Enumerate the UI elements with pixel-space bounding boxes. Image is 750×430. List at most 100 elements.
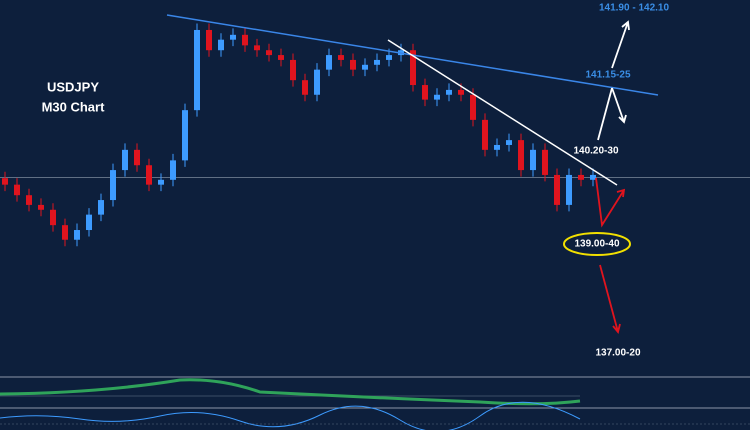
candle-body bbox=[374, 59, 380, 65]
annotation: 140.20-30 bbox=[573, 146, 618, 157]
candle-body bbox=[194, 29, 200, 111]
candle-body bbox=[158, 179, 164, 185]
candle bbox=[278, 48, 284, 67]
candle-body bbox=[410, 50, 416, 86]
candle bbox=[14, 178, 20, 202]
candle bbox=[206, 23, 212, 57]
annotation: 141.90 - 142.10 bbox=[599, 3, 669, 14]
arrow bbox=[599, 264, 621, 334]
candle bbox=[410, 43, 416, 92]
candle-body bbox=[506, 140, 512, 145]
candle bbox=[566, 168, 572, 212]
candle-body bbox=[110, 170, 116, 201]
candle bbox=[242, 28, 248, 52]
candle-body bbox=[230, 34, 236, 40]
candle bbox=[110, 163, 116, 207]
candle-body bbox=[218, 39, 224, 51]
candle-body bbox=[446, 89, 452, 95]
candle bbox=[74, 223, 80, 247]
candle bbox=[518, 133, 524, 177]
candle-body bbox=[458, 89, 464, 95]
candle-body bbox=[278, 55, 284, 60]
candle-body bbox=[302, 80, 308, 95]
candle bbox=[374, 53, 380, 72]
candle-body bbox=[350, 59, 356, 70]
candle bbox=[26, 188, 32, 212]
candle bbox=[302, 73, 308, 102]
candle-body bbox=[290, 59, 296, 81]
candle-body bbox=[146, 165, 152, 185]
candle bbox=[98, 193, 104, 222]
arrow bbox=[611, 87, 627, 124]
candle-body bbox=[494, 144, 500, 150]
candle-body bbox=[518, 140, 524, 171]
candle-body bbox=[566, 174, 572, 205]
candle-body bbox=[542, 149, 548, 175]
candle-body bbox=[482, 119, 488, 150]
indicator-histogram bbox=[0, 378, 581, 406]
candle-body bbox=[98, 200, 104, 215]
candle-body bbox=[86, 214, 92, 231]
candle bbox=[326, 48, 332, 77]
candle bbox=[446, 83, 452, 102]
candle-body bbox=[134, 149, 140, 166]
candle bbox=[578, 168, 584, 187]
candle-body bbox=[314, 69, 320, 95]
candle bbox=[158, 173, 164, 192]
plot-area bbox=[0, 23, 750, 247]
arrow bbox=[595, 177, 626, 228]
candle bbox=[254, 38, 260, 57]
candle-body bbox=[62, 225, 68, 240]
candle bbox=[182, 103, 188, 167]
candle bbox=[314, 63, 320, 102]
candle-body bbox=[554, 174, 560, 205]
candle bbox=[290, 53, 296, 87]
candle bbox=[542, 143, 548, 182]
candle bbox=[590, 168, 596, 187]
arrow bbox=[597, 87, 613, 141]
candle-body bbox=[590, 174, 596, 180]
candle bbox=[530, 143, 536, 177]
annotation: 137.00-20 bbox=[595, 348, 640, 359]
candle bbox=[350, 53, 356, 77]
candle bbox=[482, 113, 488, 157]
candle-body bbox=[182, 110, 188, 161]
indicator-line bbox=[0, 401, 581, 430]
candle bbox=[362, 58, 368, 77]
candle-body bbox=[26, 195, 32, 205]
candle bbox=[50, 203, 56, 232]
arrows bbox=[595, 20, 630, 334]
candle bbox=[434, 88, 440, 107]
candle bbox=[422, 78, 428, 107]
candle bbox=[38, 198, 44, 217]
candle bbox=[194, 23, 200, 117]
candle bbox=[266, 43, 272, 62]
candle-body bbox=[170, 160, 176, 180]
candle bbox=[218, 33, 224, 57]
candle-body bbox=[338, 55, 344, 60]
candle-body bbox=[242, 34, 248, 46]
candle bbox=[494, 138, 500, 157]
candle-body bbox=[422, 85, 428, 100]
candle bbox=[62, 218, 68, 247]
candle-body bbox=[14, 184, 20, 196]
candle-body bbox=[2, 178, 8, 185]
candle bbox=[2, 171, 8, 192]
chart-subtitle: M30 Chart bbox=[42, 99, 106, 114]
annotation: 139.00-40 bbox=[574, 239, 619, 250]
candle-body bbox=[254, 45, 260, 51]
candle-body bbox=[266, 50, 272, 56]
candle-body bbox=[470, 94, 476, 120]
candle bbox=[506, 133, 512, 152]
candle-body bbox=[38, 204, 44, 210]
chart-title: USDJPY bbox=[47, 79, 99, 94]
arrow bbox=[611, 20, 630, 69]
candle-body bbox=[50, 209, 56, 226]
candle-body bbox=[434, 94, 440, 100]
trend-line-lower bbox=[387, 39, 618, 186]
candle-body bbox=[530, 149, 536, 171]
candle-body bbox=[578, 174, 584, 180]
